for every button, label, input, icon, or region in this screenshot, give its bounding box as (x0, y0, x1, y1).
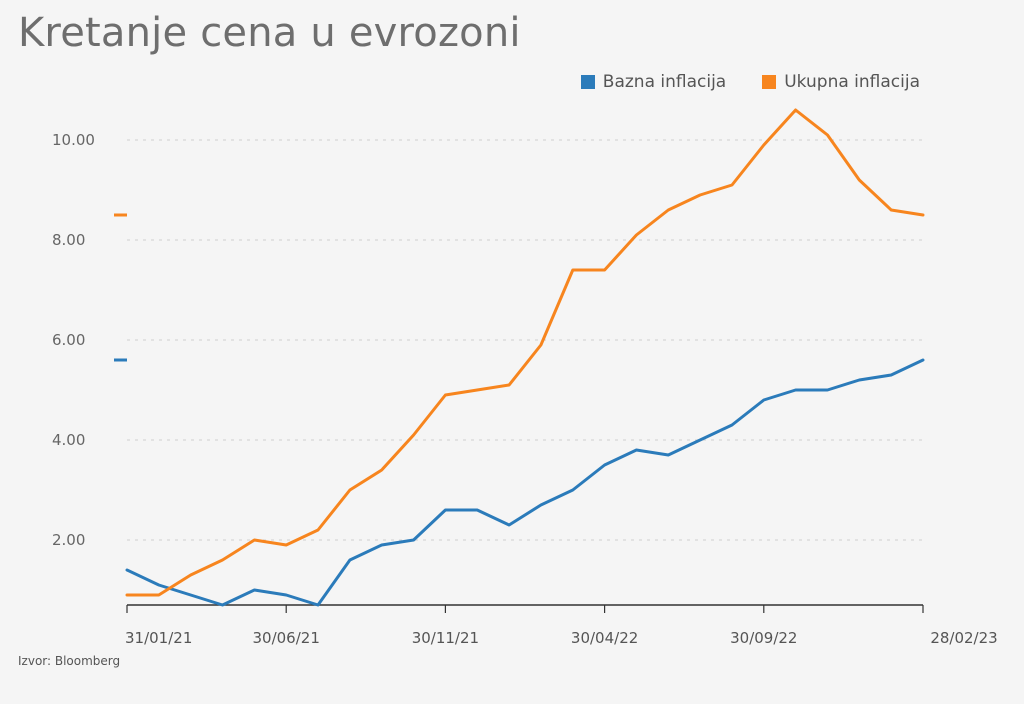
y-tick-label: 4.00 (52, 431, 85, 449)
x-tick-label: 30/11/21 (412, 629, 479, 647)
legend: Bazna inflacija Ukupna inflacija (580, 72, 920, 92)
y-tick-label: 8.00 (52, 231, 85, 249)
y-tick-label: 10.00 (52, 131, 95, 149)
source-note: Izvor: Bloomberg (18, 654, 121, 668)
legend-item-ukupna: Ukupna inflacija (762, 72, 920, 92)
legend-swatch-bazna (580, 75, 595, 89)
legend-item-bazna: Bazna inflacija (580, 72, 727, 92)
series-line-ukupna (125, 108, 925, 597)
legend-swatch-ukupna (762, 75, 777, 89)
y-tick-label: 6.00 (52, 331, 85, 349)
y-tick-label: 2.00 (52, 531, 85, 549)
x-tick-label: 28/02/23 (930, 629, 997, 647)
legend-label-ukupna: Ukupna inflacija (784, 72, 920, 92)
chart-title: Kretanje cena u evrozoni (18, 10, 521, 56)
series-line-bazna (125, 358, 925, 607)
x-tick-label: 30/09/22 (730, 629, 797, 647)
legend-label-bazna: Bazna inflacija (602, 72, 727, 92)
x-tick-label: 31/01/21 (125, 629, 192, 647)
x-tick-label: 30/06/21 (253, 629, 320, 647)
x-tick-label: 30/04/22 (571, 629, 638, 647)
